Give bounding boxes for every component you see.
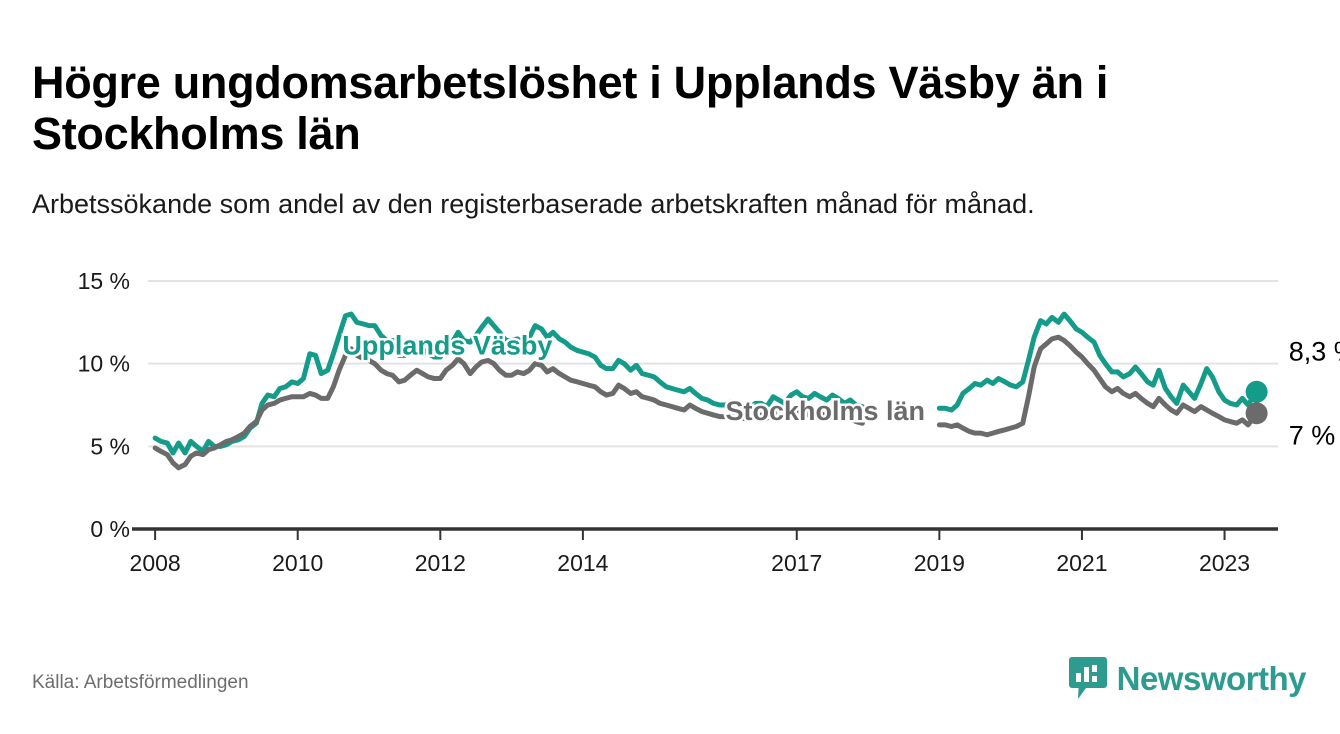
page-subtitle: Arbetssökande som andel av den registerb… <box>32 189 1035 219</box>
logo-text: Newsworthy <box>1116 659 1307 697</box>
x-tick-label: 2014 <box>557 550 608 576</box>
y-tick-label: 15 % <box>78 268 130 294</box>
series-line <box>936 311 1260 413</box>
x-tick-label: 2019 <box>914 550 965 576</box>
source-note: Källa: Arbetsförmedlingen <box>32 672 249 693</box>
series-line <box>152 346 865 471</box>
bar-chart-bubble-icon <box>1068 657 1107 699</box>
x-tick-label: 2010 <box>272 550 323 576</box>
x-axis-labels: 2008 2010 2012 2014 2017 2019 2021 2023 <box>130 550 1251 576</box>
line-chart: 0 %5 %10 %15 % 2008 2010 2012 2014 2017 2019 2… <box>78 268 1340 576</box>
x-tick-label: 2017 <box>771 550 822 576</box>
value-label: 8,3 % <box>1289 336 1340 366</box>
series-line <box>936 334 1260 438</box>
end-point-markers <box>1245 380 1268 425</box>
y-tick-label: 10 % <box>78 351 130 377</box>
series-label: Upplands Väsby <box>342 331 552 361</box>
end-marker <box>1245 402 1268 425</box>
x-tick-label: 2008 <box>130 550 181 576</box>
data-series <box>152 311 1260 471</box>
y-tick-label: 5 % <box>90 433 130 459</box>
page-title: Högre ungdomsarbetslöshet i Upplands Väs… <box>32 57 1109 159</box>
x-axis <box>132 527 1278 540</box>
y-axis-labels: 0 % 5 % 10 % 15 % <box>78 268 130 542</box>
x-tick-label: 2023 <box>1199 550 1250 576</box>
x-tick-label: 2021 <box>1056 550 1107 576</box>
chart-annotations: Upplands Väsby Stockholms län 8,3 % 7 % <box>340 328 1340 453</box>
series-line <box>152 311 865 456</box>
end-marker <box>1245 380 1268 403</box>
y-tick-label: 0 % <box>90 516 130 542</box>
chart-container: 0 % 5 % 10 % 15 % 2008 2010 2012 2014 2017 2019 2… <box>0 256 1340 596</box>
x-tick-label: 2012 <box>415 550 466 576</box>
series-label: Stockholms län <box>726 396 926 426</box>
newsworthy-logo[interactable]: Newsworthy <box>1068 656 1307 700</box>
value-label: 7 % <box>1289 421 1336 451</box>
